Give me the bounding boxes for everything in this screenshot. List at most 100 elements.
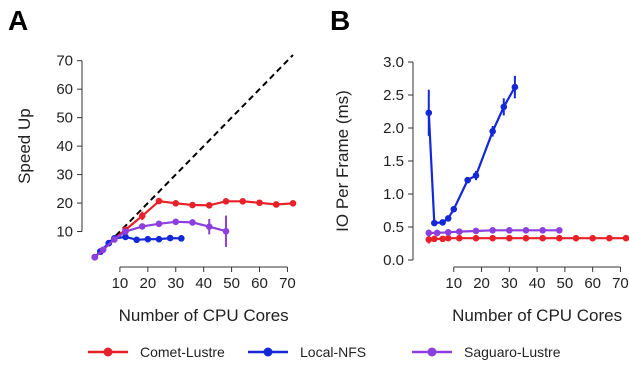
x-axis-label: Number of CPU Cores xyxy=(452,306,622,325)
data-point xyxy=(506,234,513,242)
series-comet-lustre xyxy=(91,197,297,261)
data-point xyxy=(425,229,433,237)
data-point xyxy=(289,200,297,207)
legend-swatch-marker xyxy=(427,347,437,357)
y-tick-label: 50 xyxy=(56,110,73,127)
legend-swatch-marker xyxy=(103,347,113,357)
data-point xyxy=(122,228,129,235)
legend-label: Comet-Lustre xyxy=(140,344,225,360)
data-point xyxy=(189,219,196,226)
x-tick-label: 40 xyxy=(195,275,212,292)
y-tick-label: 2.5 xyxy=(383,87,404,104)
panel-a: A 10 20 30 40 50 60 70 10 20 30 40 50 60 70 Number of C… xyxy=(8,5,297,325)
data-point xyxy=(572,234,580,242)
x-tick-label: 40 xyxy=(529,275,546,292)
data-point xyxy=(425,109,433,117)
data-point xyxy=(444,228,452,236)
y-tick-label: 0.0 xyxy=(383,252,404,269)
data-point xyxy=(606,234,613,242)
data-point xyxy=(172,218,180,226)
data-point xyxy=(256,199,263,207)
data-point xyxy=(489,227,496,234)
data-point xyxy=(439,235,446,243)
data-point xyxy=(511,83,519,91)
y-axis-label: IO Per Frame (ms) xyxy=(333,90,352,232)
data-point xyxy=(144,235,152,243)
x-tick-label: 20 xyxy=(473,275,490,292)
data-point xyxy=(433,229,441,237)
x-tick-label: 30 xyxy=(167,275,184,292)
y-tick-label: 20 xyxy=(56,195,73,212)
y-tick-label: 30 xyxy=(56,167,73,184)
data-point xyxy=(472,227,480,235)
series-saguaro-lustre xyxy=(91,215,230,261)
data-point xyxy=(472,172,480,179)
data-point xyxy=(205,223,213,230)
data-point xyxy=(539,234,546,242)
series-comet-lustre xyxy=(425,234,629,244)
y-tick-label: 0.5 xyxy=(383,219,404,236)
y-tick-label: 1.0 xyxy=(383,186,404,203)
data-point xyxy=(155,220,163,228)
data-point xyxy=(172,200,180,207)
data-point xyxy=(439,219,446,226)
data-point xyxy=(489,234,496,242)
legend-entry-saguaro-lustre: Saguaro-Lustre xyxy=(412,344,561,360)
data-point xyxy=(522,234,530,242)
y-tick-label: 10 xyxy=(56,224,73,241)
data-point xyxy=(222,227,230,235)
x-axis-label: Number of CPU Cores xyxy=(119,306,289,325)
legend-label: Local-NFS xyxy=(300,344,366,360)
panel-letter: B xyxy=(330,5,350,36)
series-local-nfs xyxy=(425,75,519,227)
data-point xyxy=(622,234,629,242)
y-tick-label: 2.0 xyxy=(383,120,404,137)
data-point xyxy=(522,227,530,234)
y-axis-label: Speed Up xyxy=(15,108,34,184)
data-point xyxy=(450,205,458,213)
data-point xyxy=(456,234,463,242)
data-point xyxy=(489,128,496,135)
data-point xyxy=(444,215,452,222)
x-tick-label: 30 xyxy=(501,275,518,292)
data-point xyxy=(205,202,213,209)
series-line-local-nfs xyxy=(427,86,516,225)
data-point xyxy=(464,176,471,184)
series-line-saguaro-lustre xyxy=(428,229,560,234)
data-point xyxy=(99,246,107,254)
data-point xyxy=(506,227,513,234)
data-point xyxy=(155,235,163,243)
data-point xyxy=(138,223,146,230)
panel-letter: A xyxy=(8,5,28,36)
y-tick-label: 70 xyxy=(56,53,73,70)
y-tick-label: 60 xyxy=(56,81,73,98)
x-tick-label: 70 xyxy=(612,275,629,292)
data-point xyxy=(272,201,280,208)
data-point xyxy=(155,197,163,205)
data-point xyxy=(178,235,185,242)
data-point xyxy=(589,234,596,242)
data-point xyxy=(500,103,508,111)
data-point xyxy=(189,201,196,209)
data-point xyxy=(456,228,463,235)
data-point xyxy=(239,198,247,205)
data-point xyxy=(556,227,563,234)
x-tick-label: 10 xyxy=(112,275,129,292)
data-point xyxy=(122,233,129,241)
y-tick-label: 3.0 xyxy=(383,54,404,71)
series-saguaro-lustre xyxy=(425,227,563,237)
data-point xyxy=(539,227,546,234)
y-tick-label: 40 xyxy=(56,138,73,155)
data-point xyxy=(556,234,563,242)
data-point xyxy=(91,253,99,261)
legend-label: Saguaro-Lustre xyxy=(464,344,561,360)
x-tick-label: 60 xyxy=(584,275,601,292)
data-point xyxy=(431,219,438,227)
data-point xyxy=(166,234,174,242)
x-tick-label: 60 xyxy=(251,275,268,292)
ideal-speedup-line xyxy=(94,54,294,258)
data-point xyxy=(222,198,230,205)
x-tick-label: 10 xyxy=(445,275,462,292)
data-point xyxy=(431,235,438,243)
x-tick-label: 50 xyxy=(223,275,240,292)
